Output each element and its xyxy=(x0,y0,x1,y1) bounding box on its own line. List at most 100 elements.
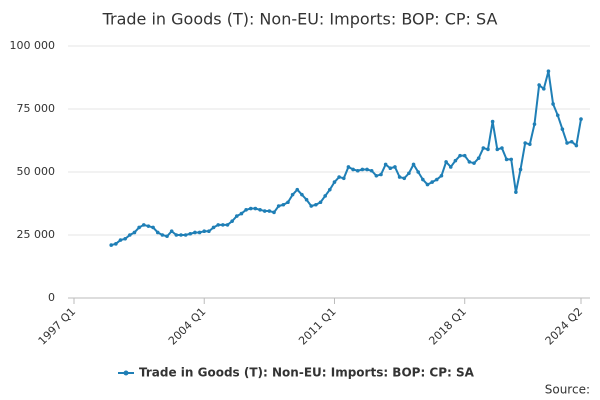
data-point xyxy=(174,233,179,237)
data-point xyxy=(300,192,304,197)
data-point xyxy=(230,219,234,223)
data-point xyxy=(383,162,388,167)
y-tick-label: 75 000 xyxy=(17,102,56,115)
data-point xyxy=(290,192,295,197)
data-point xyxy=(541,87,546,91)
y-tick-label: 25 000 xyxy=(17,228,56,241)
x-tick-label: 2024 Q2 xyxy=(543,305,586,348)
data-point xyxy=(276,204,281,208)
data-point xyxy=(425,182,430,187)
data-point xyxy=(234,214,239,218)
data-point xyxy=(151,225,155,230)
data-point xyxy=(193,230,197,235)
data-point xyxy=(500,146,504,150)
data-point xyxy=(341,176,346,181)
data-point xyxy=(579,117,583,121)
legend-marker xyxy=(123,370,129,376)
data-point xyxy=(360,167,365,172)
data-point xyxy=(318,200,323,205)
data-point xyxy=(453,158,458,163)
data-point xyxy=(388,166,393,171)
data-point xyxy=(346,165,351,169)
data-point xyxy=(295,187,300,192)
data-point xyxy=(448,165,453,169)
data-point xyxy=(351,167,355,172)
data-point xyxy=(221,223,225,227)
data-point xyxy=(244,208,248,212)
data-point xyxy=(365,167,369,172)
x-tick-label: 2004 Q1 xyxy=(166,305,209,348)
data-point xyxy=(253,206,258,211)
x-tick-label: 1997 Q1 xyxy=(36,305,79,348)
data-point xyxy=(551,102,555,106)
data-point xyxy=(239,211,244,216)
data-point xyxy=(416,170,421,174)
data-point xyxy=(528,142,532,147)
data-point xyxy=(462,153,467,158)
data-point xyxy=(569,139,574,144)
data-point xyxy=(286,200,290,205)
data-point xyxy=(202,229,207,234)
data-point xyxy=(574,143,579,148)
data-point xyxy=(309,204,314,208)
y-tick-label: 50 000 xyxy=(17,165,56,178)
data-point xyxy=(560,127,565,131)
data-point xyxy=(458,153,462,158)
data-point xyxy=(323,194,327,198)
data-point xyxy=(532,122,537,126)
data-point xyxy=(141,223,146,227)
data-point xyxy=(467,160,472,164)
data-point xyxy=(211,225,216,230)
data-point xyxy=(272,210,276,215)
data-point xyxy=(481,146,486,150)
data-point xyxy=(328,187,332,192)
data-point xyxy=(393,165,397,169)
data-point xyxy=(165,234,169,239)
data-point xyxy=(332,180,337,184)
data-point xyxy=(504,157,509,162)
data-point xyxy=(281,202,286,207)
data-point xyxy=(397,175,402,179)
y-tick-label: 100 000 xyxy=(10,39,56,52)
data-point xyxy=(225,223,230,227)
data-point xyxy=(490,119,495,124)
data-point xyxy=(216,223,220,227)
data-point xyxy=(444,160,448,164)
data-point xyxy=(435,177,439,182)
y-tick-label: 0 xyxy=(48,291,55,304)
data-point xyxy=(109,243,114,247)
data-point xyxy=(155,230,160,235)
data-point xyxy=(411,162,416,167)
data-point xyxy=(546,69,551,73)
x-tick-label: 2011 Q1 xyxy=(296,305,339,348)
data-point xyxy=(207,229,211,234)
data-point xyxy=(555,113,560,118)
legend-label: Trade in Goods (T): Non-EU: Imports: BOP… xyxy=(139,366,475,380)
data-point xyxy=(304,197,309,202)
data-point xyxy=(314,202,318,207)
data-point xyxy=(514,190,518,194)
data-point xyxy=(565,141,569,145)
data-point xyxy=(402,176,407,181)
data-point xyxy=(123,236,127,241)
data-point xyxy=(421,177,425,182)
data-point xyxy=(197,230,202,235)
data-point xyxy=(183,233,188,237)
source-label: Source: xyxy=(545,383,590,397)
data-point xyxy=(258,208,262,212)
data-point xyxy=(248,206,253,211)
data-point xyxy=(128,233,132,237)
x-tick-label: 2018 Q1 xyxy=(426,305,469,348)
data-point xyxy=(132,230,137,235)
data-point xyxy=(355,168,360,173)
data-point xyxy=(337,175,341,179)
data-point xyxy=(518,167,523,172)
data-point xyxy=(369,168,374,173)
data-point xyxy=(169,229,174,234)
data-point xyxy=(179,233,183,237)
chart-title: Trade in Goods (T): Non-EU: Imports: BOP… xyxy=(102,10,498,29)
data-point xyxy=(509,157,514,162)
data-point xyxy=(146,224,151,228)
data-point xyxy=(374,173,379,178)
